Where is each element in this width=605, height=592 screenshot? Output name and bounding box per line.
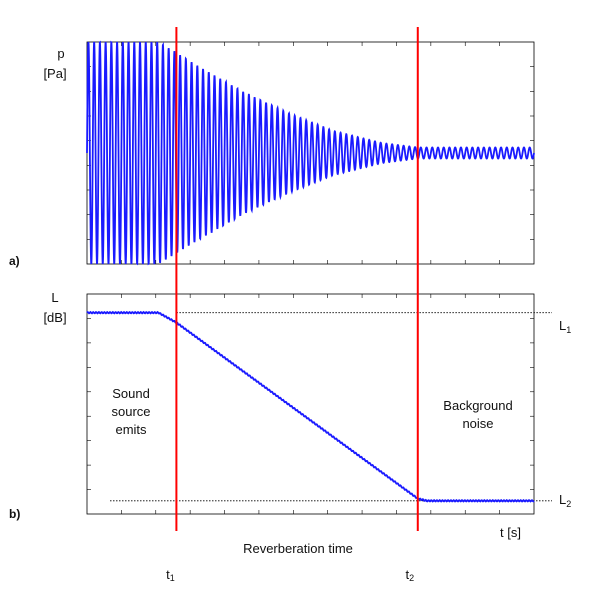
annotation-sound-source-line-1: Sound [112, 386, 150, 401]
annotation-sound-source-line-2: source [111, 404, 150, 419]
annotation-background-noise-line-2: noise [462, 416, 493, 431]
reverberation-time-caption: Reverberation time [243, 541, 353, 556]
panel-b-ticks [87, 294, 534, 514]
pressure-waveform [86, 40, 535, 266]
panel-b-ylabel-1: L [51, 290, 58, 305]
annotation-sound-source: Sound source emits [111, 386, 150, 437]
panel-a-ylabel-1: p [57, 46, 64, 61]
panel-b-ylabel-2: [dB] [43, 310, 66, 325]
panel-a-ticks [87, 42, 534, 264]
panel-b: L [dB] b) L1 L2 Sound source emits Backg… [9, 290, 571, 540]
panel-b-label: b) [9, 507, 20, 521]
marker-label-t1: t1 [166, 567, 175, 583]
sound-level-curve [86, 310, 535, 503]
annotation-sound-source-line-3: emits [115, 422, 147, 437]
annotation-background-noise: Background noise [443, 398, 512, 431]
panel-b-frame [86, 293, 535, 515]
level-l2-label: L2 [559, 492, 571, 509]
panel-a-label: a) [9, 254, 20, 268]
annotation-background-noise-line-1: Background [443, 398, 512, 413]
marker-label-t2: t2 [405, 567, 414, 583]
level-l1-label: L1 [559, 318, 571, 335]
x-axis-label: t [s] [500, 525, 521, 540]
panel-a-ylabel-2: [Pa] [43, 66, 66, 81]
panel-a: p [Pa] a) [9, 40, 535, 268]
